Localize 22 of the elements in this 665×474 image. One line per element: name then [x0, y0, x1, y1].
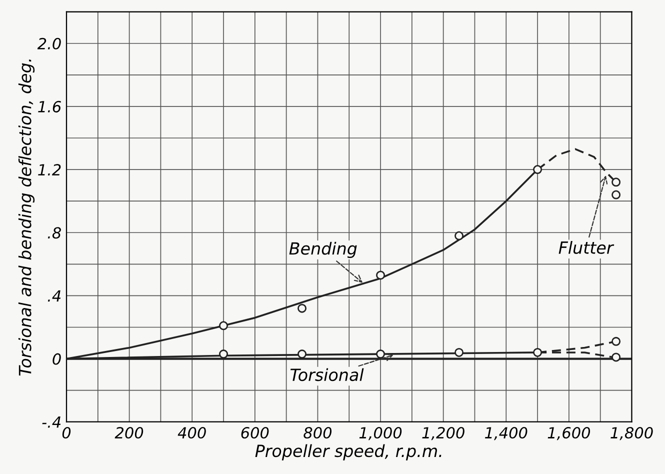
x-tick-label: 1,400 [485, 426, 528, 440]
y-tick-label: 1.2 [38, 164, 61, 176]
x-tick-label: 400 [178, 426, 206, 439]
y-tick-label: 1.6 [38, 100, 61, 112]
y-tick-label: .4 [48, 290, 61, 302]
y-axis-title: Torsional and bending deflection, deg. [18, 60, 35, 376]
annotation: Torsional [290, 368, 364, 382]
x-tick-label: 1,600 [548, 426, 590, 440]
x-tick-label: 1,000 [359, 426, 402, 440]
y-tick-label: 2.0 [37, 38, 61, 50]
annotation: Bending [289, 242, 357, 258]
y-tick-label: -.4 [42, 416, 61, 428]
x-tick-label: 200 [114, 426, 144, 439]
x-tick-label: 800 [304, 426, 332, 439]
y-tick-label: .8 [48, 227, 61, 239]
y-tick-label: 0 [52, 353, 61, 365]
x-tick-label: 0 [62, 426, 71, 439]
annotation: Flutter [558, 241, 614, 254]
x-tick-label: 600 [241, 426, 269, 439]
x-axis-title: Propeller speed, r.p.m. [255, 444, 442, 460]
x-tick-label: 1,200 [422, 426, 464, 440]
x-tick-label: 1,800 [610, 426, 653, 440]
